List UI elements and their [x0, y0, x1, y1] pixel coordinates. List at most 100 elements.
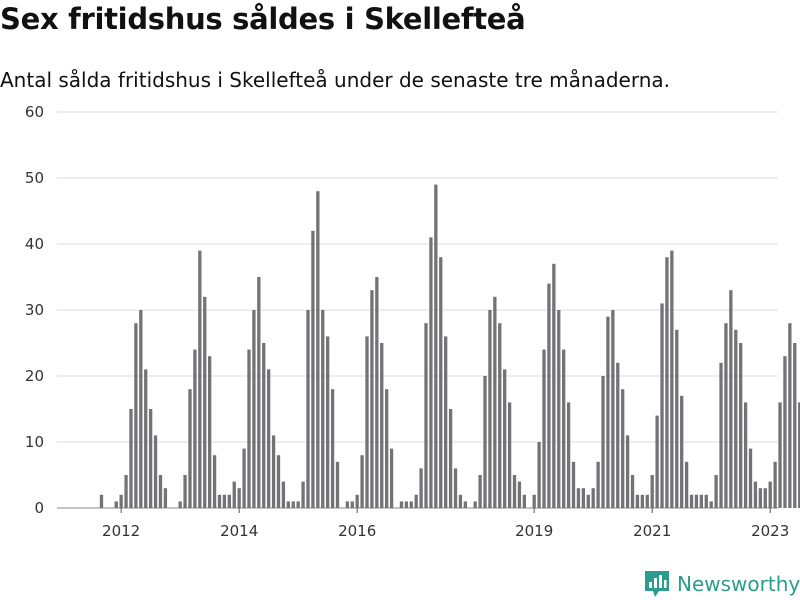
- bar: [178, 501, 182, 508]
- bar: [281, 481, 286, 508]
- bar: [409, 501, 413, 508]
- bar: [586, 494, 590, 508]
- bar: [242, 448, 246, 508]
- bar: [439, 257, 443, 508]
- bar: [517, 481, 522, 508]
- bar: [399, 501, 404, 508]
- bar: [552, 263, 556, 508]
- bar: [232, 481, 236, 508]
- bar: [478, 475, 482, 508]
- bar: [262, 343, 266, 508]
- bar: [625, 435, 630, 508]
- bar: [227, 494, 231, 508]
- bar: [247, 349, 251, 508]
- bar: [537, 442, 541, 508]
- bar: [316, 191, 320, 508]
- bar: [183, 475, 187, 508]
- bar: [153, 435, 158, 508]
- bar: [719, 362, 723, 508]
- bar: [389, 448, 394, 508]
- bar: [286, 501, 290, 508]
- bar: [753, 481, 758, 508]
- bar: [611, 310, 615, 508]
- bar: [365, 336, 369, 508]
- bar: [660, 303, 664, 508]
- bar: [458, 494, 463, 508]
- bar: [507, 402, 512, 508]
- bar: [124, 475, 128, 508]
- bar: [768, 481, 772, 508]
- bar: [606, 316, 610, 508]
- bar: [542, 349, 546, 508]
- bar: [350, 501, 354, 508]
- bar: [547, 283, 551, 508]
- y-tick-label: 50: [25, 169, 44, 187]
- bar: [788, 323, 792, 508]
- bar: [203, 296, 207, 508]
- bar: [473, 501, 477, 508]
- bar: [114, 501, 118, 508]
- bar: [119, 494, 123, 508]
- bar: [321, 310, 325, 508]
- bar: [645, 494, 649, 508]
- bar: [271, 435, 276, 508]
- bar: [566, 402, 571, 508]
- bar: [345, 501, 349, 508]
- bar: [793, 343, 797, 508]
- bar: [694, 494, 699, 508]
- y-tick-label: 20: [25, 367, 44, 385]
- bar: [571, 461, 576, 508]
- bar: [630, 475, 635, 508]
- bar: [650, 475, 654, 508]
- bar: [291, 501, 295, 508]
- bar: [670, 250, 674, 508]
- bar: [532, 494, 536, 508]
- bar: [493, 296, 497, 508]
- bar: [729, 290, 733, 508]
- bar: [326, 336, 330, 508]
- bar: [144, 369, 148, 508]
- newsworthy-logo-text: Newsworthy: [677, 572, 800, 596]
- bar: [419, 468, 423, 508]
- bar: [655, 415, 659, 508]
- bar: [576, 488, 581, 508]
- newsworthy-logo-icon: [645, 571, 669, 597]
- bar: [149, 409, 153, 508]
- bar: [699, 494, 704, 508]
- bar: [739, 343, 743, 508]
- bar: [193, 349, 197, 508]
- bar: [601, 376, 605, 508]
- bar: [257, 277, 261, 508]
- bar: [798, 402, 800, 508]
- x-tick-label: 2014: [220, 522, 258, 540]
- y-tick-label: 0: [34, 499, 44, 517]
- bar: [714, 475, 718, 508]
- y-tick-label: 10: [25, 433, 44, 451]
- bar: [424, 323, 428, 508]
- y-tick-label: 60: [25, 103, 44, 121]
- bar: [163, 488, 168, 508]
- bar: [684, 461, 689, 508]
- bar: [488, 310, 492, 508]
- y-tick-label: 40: [25, 235, 44, 253]
- bar: [512, 475, 517, 508]
- bar: [404, 501, 408, 508]
- bar: [581, 488, 586, 508]
- bar: [444, 336, 448, 508]
- bar: [360, 455, 364, 508]
- bar: [188, 389, 192, 508]
- bar: [330, 389, 335, 508]
- bar: [463, 501, 467, 508]
- bar: [704, 494, 708, 508]
- bar: [296, 501, 300, 508]
- bar: [680, 395, 684, 508]
- x-tick-label: 2012: [102, 522, 140, 540]
- x-tick-label: 2023: [751, 522, 789, 540]
- bar: [773, 461, 777, 508]
- bar: [158, 475, 163, 508]
- y-tick-label: 30: [25, 301, 44, 319]
- bar: [453, 468, 458, 508]
- bar: [635, 494, 640, 508]
- bar: [134, 323, 138, 508]
